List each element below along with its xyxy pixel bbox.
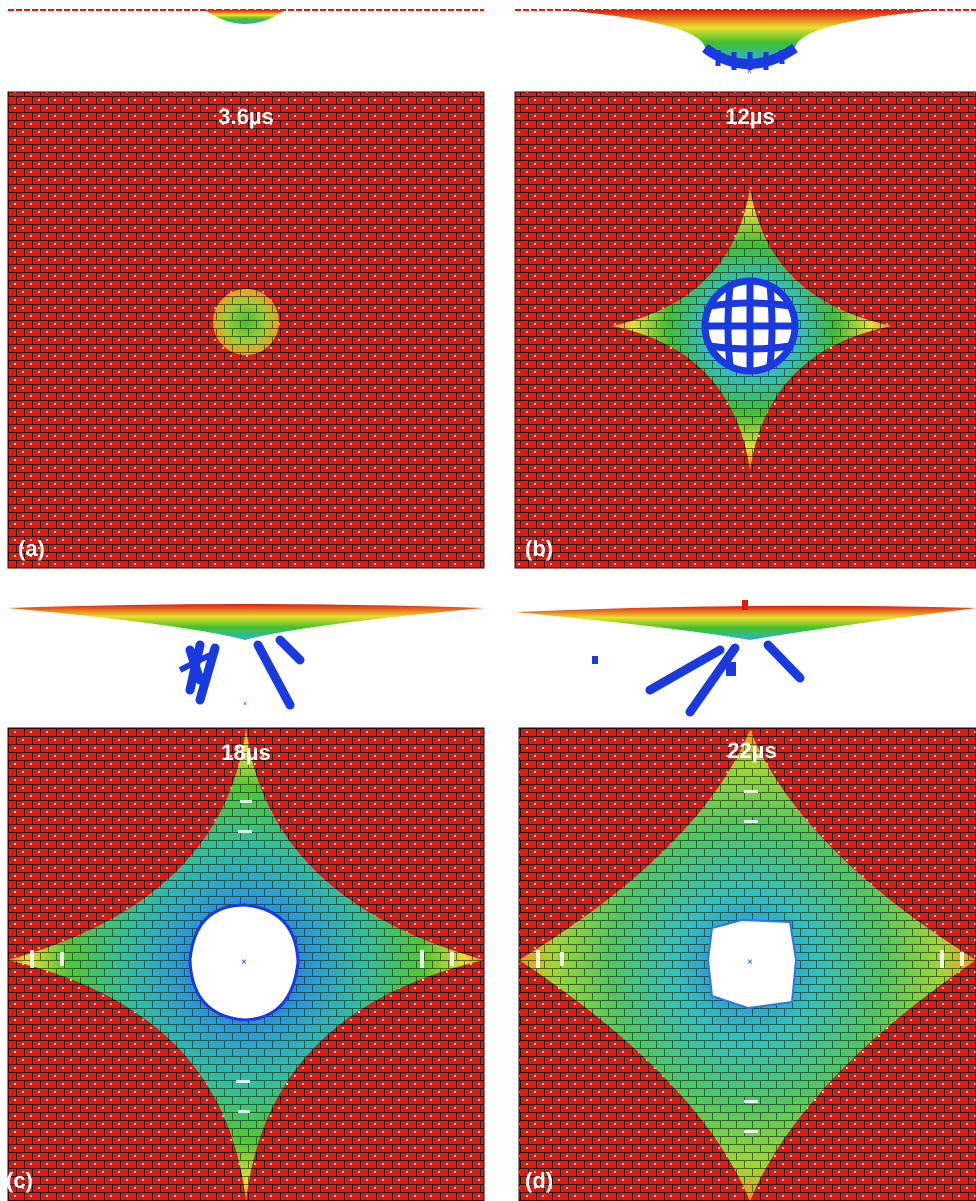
- panel-d-label: (d): [525, 1168, 553, 1193]
- side-view-d: [515, 600, 976, 717]
- svg-text:×: ×: [747, 957, 753, 968]
- panel-b-label: (b): [525, 536, 553, 561]
- side-view-a: [8, 9, 484, 24]
- panel-c-label: (c): [6, 1168, 33, 1193]
- svg-text:×: ×: [241, 957, 247, 968]
- panel-a-time: 3.6µs: [218, 104, 274, 129]
- svg-text:×: ×: [243, 701, 247, 708]
- svg-text:×: ×: [747, 67, 752, 76]
- panel-c: × 18µs (c): [6, 727, 485, 1201]
- panel-d: × 22µs (d): [518, 727, 976, 1201]
- panel-d-time: 22µs: [727, 738, 776, 763]
- panel-a-label: (a): [18, 536, 45, 561]
- panel-b-time: 12µs: [725, 104, 774, 129]
- side-view-c: ×: [8, 604, 484, 710]
- side-view-b: ×: [515, 9, 976, 76]
- panel-c-time: 18µs: [221, 740, 270, 765]
- svg-text:×: ×: [745, 323, 751, 334]
- panel-a: 3.6µs (a): [7, 91, 485, 569]
- panel-b: × 12µs (b): [514, 91, 976, 569]
